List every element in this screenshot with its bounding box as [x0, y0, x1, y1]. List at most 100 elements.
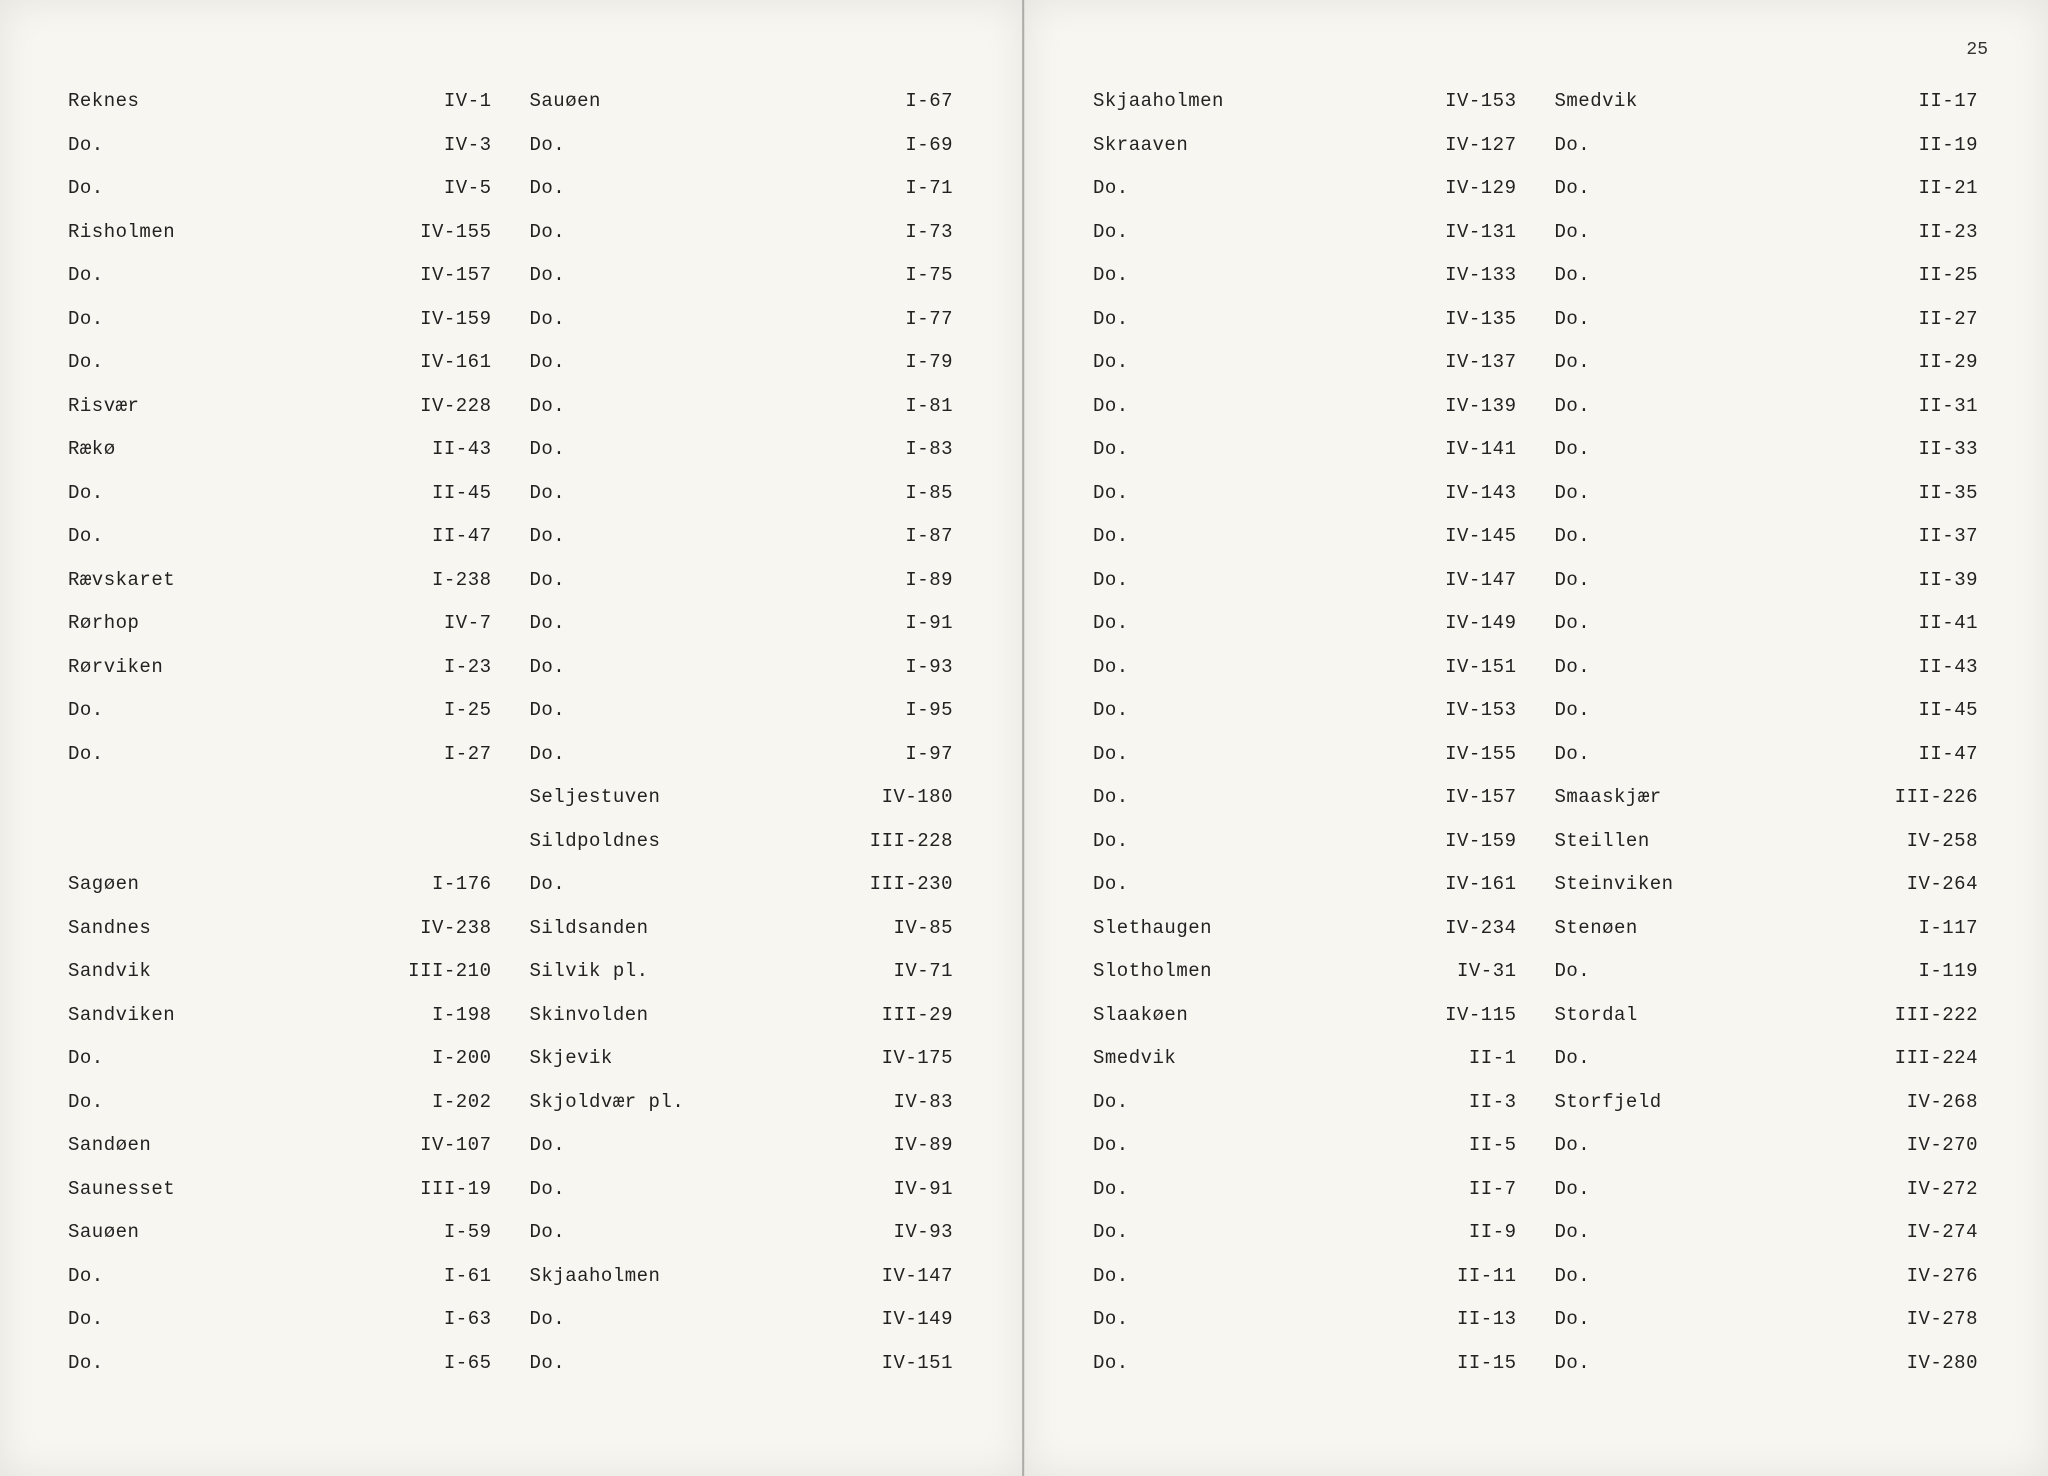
index-row: Do.II-33	[1547, 438, 1999, 482]
index-row: Do.IV-153	[1085, 699, 1537, 743]
entry-name: Skjaaholmen	[1085, 90, 1427, 112]
entry-name: Risvær	[60, 395, 402, 417]
index-row: Do.II-47	[60, 525, 512, 569]
index-row: Do.II-5	[1085, 1134, 1537, 1178]
index-row: Do.IV-147	[1085, 569, 1537, 613]
index-row: Do.III-224	[1547, 1047, 1999, 1091]
entry-name: Sandviken	[60, 1004, 402, 1026]
entry-name: Rækø	[60, 438, 402, 460]
index-row: Do.II-19	[1547, 134, 1999, 178]
entry-ref: II-39	[1888, 569, 1998, 591]
index-row: Do.I-63	[60, 1308, 512, 1352]
entry-ref: I-87	[863, 525, 973, 547]
entry-name: Skjaaholmen	[522, 1265, 864, 1287]
entry-ref: IV-268	[1888, 1091, 1998, 1113]
index-row: SandvikenI-198	[60, 1004, 512, 1048]
entry-name: Do.	[522, 438, 864, 460]
entry-name: Skjoldvær pl.	[522, 1091, 864, 1113]
index-row: Do.IV-3	[60, 134, 512, 178]
entry-name: Do.	[1547, 221, 1889, 243]
index-row: Do.IV-270	[1547, 1134, 1999, 1178]
entry-name: Slethaugen	[1085, 917, 1427, 939]
entry-name: Do.	[522, 395, 864, 417]
entry-name: Do.	[60, 743, 402, 765]
entry-name: Do.	[1085, 699, 1427, 721]
entry-name: Do.	[1085, 569, 1427, 591]
entry-name: Saunesset	[60, 1178, 402, 1200]
entry-ref: I-83	[863, 438, 973, 460]
entry-name: Do.	[1085, 482, 1427, 504]
entry-ref: I-77	[863, 308, 973, 330]
entry-ref: II-3	[1427, 1091, 1537, 1113]
entry-ref: IV-161	[402, 351, 512, 373]
entry-name: Do.	[1085, 177, 1427, 199]
index-row: RisværIV-228	[60, 395, 512, 439]
entry-ref: II-29	[1888, 351, 1998, 373]
entry-ref: III-19	[402, 1178, 512, 1200]
entry-name: Do.	[522, 264, 864, 286]
entry-name: Do.	[1547, 395, 1889, 417]
entry-ref: I-89	[863, 569, 973, 591]
index-row: Do.I-83	[522, 438, 974, 482]
entry-ref: I-63	[402, 1308, 512, 1330]
entry-ref: II-31	[1888, 395, 1998, 417]
index-row: SkraavenIV-127	[1085, 134, 1537, 178]
index-row: Do.II-9	[1085, 1221, 1537, 1265]
index-row: Do.IV-155	[1085, 743, 1537, 787]
index-row: Do.IV-89	[522, 1134, 974, 1178]
index-row: StordalIII-222	[1547, 1004, 1999, 1048]
entry-name: Do.	[60, 1352, 402, 1374]
entry-name: Do.	[1547, 177, 1889, 199]
index-row: Do.IV-159	[60, 308, 512, 352]
entry-ref: IV-272	[1888, 1178, 1998, 1200]
index-row	[60, 786, 512, 830]
index-row: Do.IV-139	[1085, 395, 1537, 439]
entry-ref: II-21	[1888, 177, 1998, 199]
index-row: SteinvikenIV-264	[1547, 873, 1999, 917]
entry-name: Do.	[1085, 1091, 1427, 1113]
index-row: Do.II-15	[1085, 1352, 1537, 1396]
index-row: Do.I-77	[522, 308, 974, 352]
index-row: SildsandenIV-85	[522, 917, 974, 961]
entry-name: Sandvik	[60, 960, 402, 982]
index-row: Do.I-119	[1547, 960, 1999, 1004]
entry-name: Do.	[1547, 1178, 1889, 1200]
index-row: Do.I-25	[60, 699, 512, 743]
index-row: Do.IV-91	[522, 1178, 974, 1222]
entry-ref: IV-161	[1427, 873, 1537, 895]
entry-ref: I-59	[402, 1221, 512, 1243]
entry-name: Seljestuven	[522, 786, 864, 808]
index-row: Do.I-85	[522, 482, 974, 526]
index-row: SlotholmenIV-31	[1085, 960, 1537, 1004]
entry-ref: IV-149	[863, 1308, 973, 1330]
entry-name: Do.	[60, 177, 402, 199]
entry-ref: II-23	[1888, 221, 1998, 243]
entry-name: Do.	[1085, 786, 1427, 808]
entry-name: Do.	[1085, 873, 1427, 895]
index-row: Do.II-45	[60, 482, 512, 526]
entry-name: Do.	[1547, 1308, 1889, 1330]
index-row: RækøII-43	[60, 438, 512, 482]
entry-ref: I-73	[863, 221, 973, 243]
index-row: StorfjeldIV-268	[1547, 1091, 1999, 1135]
entry-name: Stordal	[1547, 1004, 1889, 1026]
entry-ref: IV-131	[1427, 221, 1537, 243]
entry-ref: II-43	[402, 438, 512, 460]
entry-ref: II-27	[1888, 308, 1998, 330]
index-row: SkinvoldenIII-29	[522, 1004, 974, 1048]
entry-ref: IV-151	[1427, 656, 1537, 678]
entry-name: Do.	[60, 308, 402, 330]
index-row: Do.IV-141	[1085, 438, 1537, 482]
entry-ref: II-45	[402, 482, 512, 504]
index-row: RørvikenI-23	[60, 656, 512, 700]
entry-name: Rævskaret	[60, 569, 402, 591]
entry-name: Rørhop	[60, 612, 402, 634]
entry-name: Do.	[60, 264, 402, 286]
index-row: Do.I-61	[60, 1265, 512, 1309]
entry-ref: IV-159	[1427, 830, 1537, 852]
index-row: RævskaretI-238	[60, 569, 512, 613]
entry-ref: II-25	[1888, 264, 1998, 286]
entry-ref: IV-139	[1427, 395, 1537, 417]
index-row: Do.IV-149	[1085, 612, 1537, 656]
entry-ref: II-19	[1888, 134, 1998, 156]
